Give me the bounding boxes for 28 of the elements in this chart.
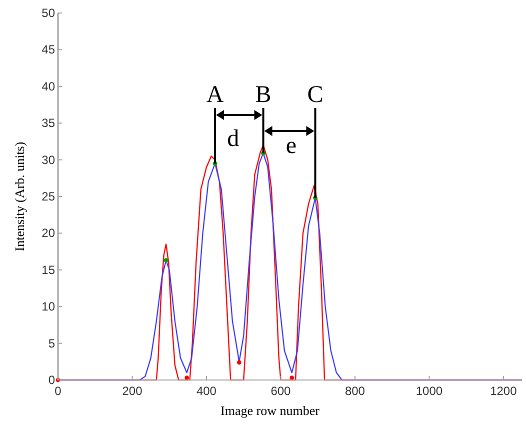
y-tick-label: 45 — [42, 42, 56, 57]
x-tick-label: 200 — [122, 384, 143, 398]
y-axis-title: Intensity (Arb. units) — [12, 142, 27, 252]
x-axis-title: Image row number — [220, 403, 320, 418]
x-tick-label: 800 — [344, 384, 366, 398]
x-tick-label: 400 — [196, 384, 217, 398]
y-tick-label: 25 — [42, 190, 56, 204]
annotation: A — [206, 82, 224, 108]
annotation: e — [286, 133, 297, 159]
point — [164, 258, 168, 263]
y-tick-label: 30 — [42, 152, 56, 167]
x-tick-label: 1200 — [490, 384, 518, 398]
y-tick-label: 15 — [42, 262, 56, 277]
point — [184, 376, 190, 380]
x-tick-label: 1000 — [416, 384, 443, 398]
x-tick-label: 600 — [270, 384, 292, 398]
point — [290, 376, 294, 380]
annotation: C — [307, 82, 324, 108]
annotation: B — [255, 82, 272, 108]
y-tick-label: 10 — [42, 300, 56, 314]
y-tick-label: 5 — [48, 336, 56, 350]
point — [236, 360, 242, 365]
y-tick-label: 35 — [42, 116, 56, 130]
y-tick-label: 20 — [42, 226, 56, 240]
y-tick-label: 0 — [48, 373, 56, 387]
annotation: d — [227, 126, 240, 152]
y-tick-label: 40 — [42, 79, 56, 94]
y-tick-label: 50 — [42, 6, 56, 20]
